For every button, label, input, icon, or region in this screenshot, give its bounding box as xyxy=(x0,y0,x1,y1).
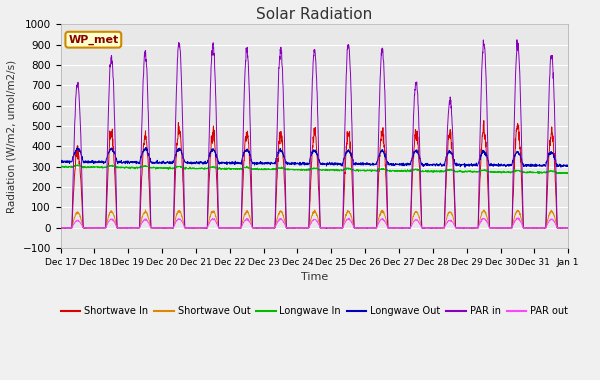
Text: WP_met: WP_met xyxy=(68,35,118,45)
Y-axis label: Radiation (W/m2, umol/m2/s): Radiation (W/m2, umol/m2/s) xyxy=(7,60,17,213)
Legend: Shortwave In, Shortwave Out, Longwave In, Longwave Out, PAR in, PAR out: Shortwave In, Shortwave Out, Longwave In… xyxy=(57,302,572,320)
X-axis label: Time: Time xyxy=(301,272,328,282)
Title: Solar Radiation: Solar Radiation xyxy=(256,7,373,22)
